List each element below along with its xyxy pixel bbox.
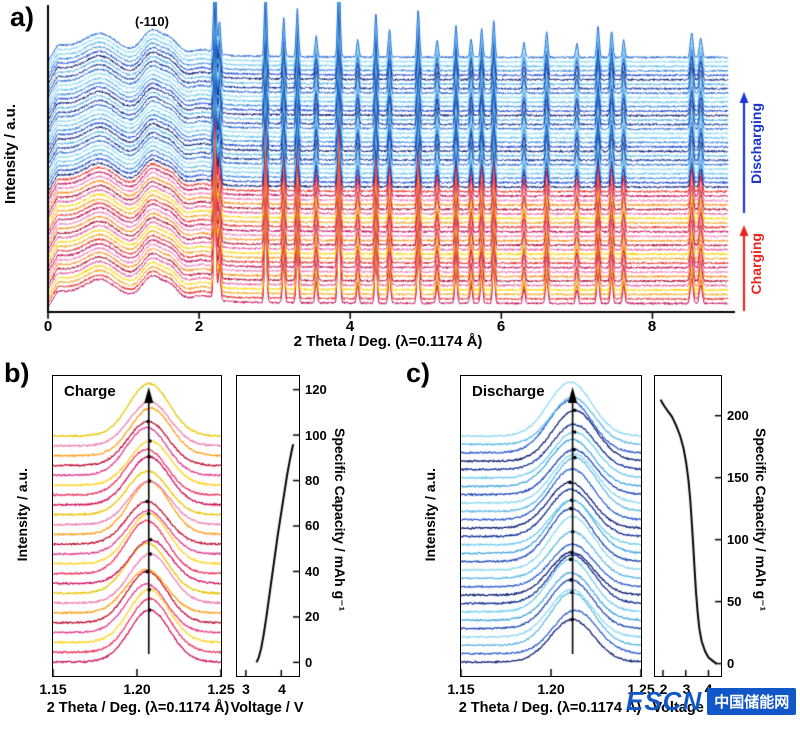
panel-a-letter: a) xyxy=(10,2,35,32)
watermark-escn-text: ESCN xyxy=(626,686,703,716)
panel-a-peak-annotation: (-110) xyxy=(135,14,169,29)
panel-c-ytick-200: 200 xyxy=(727,408,749,423)
discharging-label: Discharging xyxy=(748,103,764,184)
panel-b-xtick-2: 1.25 xyxy=(207,681,235,697)
panel-c-ylabel: Intensity / a.u. xyxy=(422,468,438,562)
panel-a-xtick-8: 8 xyxy=(647,318,657,335)
panel-b-xtick-0: 1.15 xyxy=(39,681,67,697)
charging-label: Charging xyxy=(748,233,764,295)
panel-b-capacity-label: Specific Capacity / mAh g⁻¹ xyxy=(332,428,348,612)
panel-b-ytick-20: 20 xyxy=(305,609,320,624)
panel-b-plot-canvas xyxy=(52,375,222,677)
watermark: ESCN 中国储能网 xyxy=(626,686,797,717)
panel-b-title: Charge xyxy=(64,383,116,400)
panel-b-xtick-1: 1.20 xyxy=(123,681,151,697)
panel-b-inset-xlabel: Voltage / V xyxy=(230,700,304,716)
panel-c-xtick-2: 1.25 xyxy=(627,681,655,697)
panel-b-inset-xtick-1: 4 xyxy=(278,681,286,697)
panel-a-xtick-6: 6 xyxy=(496,318,506,335)
panel-c-letter: c) xyxy=(406,358,431,388)
panel-c-inset-xtick-0: 2 xyxy=(659,681,668,697)
panel-a-ylabel: Intensity / a.u. xyxy=(2,104,19,205)
panel-c-xtick-1: 1.20 xyxy=(537,681,565,697)
panel-b-xlabel: 2 Theta / Deg. (λ=0.1174 Å) xyxy=(46,700,230,716)
panel-b-inset-xtick-0: 3 xyxy=(242,681,250,697)
panel-c-ytick-100: 100 xyxy=(727,532,749,547)
panel-b-ytick-40: 40 xyxy=(305,564,320,579)
panel-c-inset-xtick-1: 3 xyxy=(682,681,691,697)
panel-c-plot-canvas xyxy=(460,375,642,677)
panel-a-plot-canvas xyxy=(0,0,800,358)
panel-c-xtick-0: 1.15 xyxy=(447,681,475,697)
panel-b-letter: b) xyxy=(4,358,30,388)
panel-a-xtick-4: 4 xyxy=(345,318,355,335)
panel-a-xtick-0: 0 xyxy=(43,318,53,335)
watermark-chinese-text: 中国储能网 xyxy=(707,688,797,715)
panel-c-ytick-0: 0 xyxy=(727,656,735,671)
panel-b-ytick-100: 100 xyxy=(305,428,327,443)
panel-b-ytick-80: 80 xyxy=(305,473,320,488)
panel-c-ytick-50: 50 xyxy=(727,594,742,609)
panel-b-ylabel: Intensity / a.u. xyxy=(14,468,30,562)
panel-c-voltage-canvas xyxy=(654,375,722,677)
panel-c-ytick-150: 150 xyxy=(727,470,749,485)
panel-c-title: Discharge xyxy=(472,383,545,400)
panel-b-ytick-120: 120 xyxy=(305,382,327,397)
panel-b-ytick-0: 0 xyxy=(305,655,313,670)
panel-c-capacity-label: Specific Capacity / mAh g⁻¹ xyxy=(753,428,769,612)
panel-b-voltage-canvas xyxy=(236,375,300,677)
panel-a-xtick-2: 2 xyxy=(194,318,204,335)
panel-a-xlabel: 2 Theta / Deg. (λ=0.1174 Å) xyxy=(293,333,483,350)
panel-c-xlabel: 2 Theta / Deg. (λ=0.1174 Å) xyxy=(458,700,642,716)
panel-b-ytick-60: 60 xyxy=(305,518,320,533)
